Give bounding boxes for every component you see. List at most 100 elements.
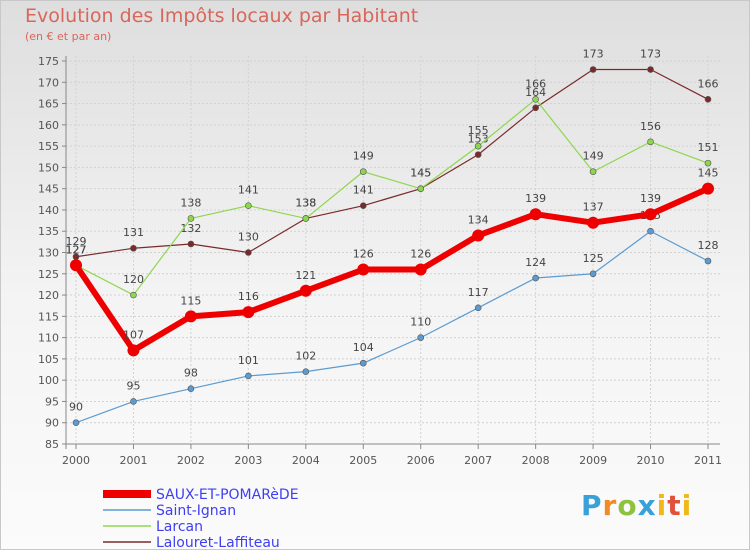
data-point <box>70 259 82 272</box>
data-label: 151 <box>698 141 719 154</box>
data-point <box>647 138 654 146</box>
data-label: 166 <box>525 77 546 90</box>
series-line-3 <box>75 68 709 258</box>
data-point <box>704 159 712 167</box>
series-line-2 <box>75 98 709 296</box>
data-point <box>414 263 427 276</box>
data-point <box>644 208 657 221</box>
data-point <box>417 334 425 341</box>
data-point <box>704 96 712 103</box>
data-point <box>532 104 539 112</box>
data-label: 166 <box>698 77 719 90</box>
data-point <box>589 168 597 175</box>
data-label: 155 <box>468 124 489 137</box>
data-label: 145 <box>410 167 431 180</box>
data-label: 107 <box>123 328 144 341</box>
x-tick-label: 2002 <box>177 454 205 467</box>
data-point <box>302 215 310 222</box>
data-label: 104 <box>353 341 374 354</box>
data-label: 127 <box>66 243 87 256</box>
data-label: 121 <box>295 269 316 282</box>
y-tick-label: 120 <box>38 289 59 302</box>
data-label: 125 <box>583 252 604 265</box>
data-label: 115 <box>180 294 201 307</box>
data-label: 138 <box>180 196 201 209</box>
data-point <box>357 263 370 276</box>
y-tick-label: 125 <box>38 268 59 281</box>
data-point <box>359 202 367 209</box>
data-label: 98 <box>184 367 198 380</box>
data-label: 139 <box>640 192 661 205</box>
x-tick-label: 2008 <box>522 454 550 467</box>
data-label: 128 <box>698 239 719 252</box>
data-label: 139 <box>525 192 546 205</box>
y-tick-label: 175 <box>38 55 59 68</box>
legend-label: Larcan <box>156 519 203 535</box>
data-label: 110 <box>410 316 431 329</box>
data-label: 145 <box>698 167 719 180</box>
proxiti-logo: Proxiti <box>581 489 693 522</box>
data-point <box>302 368 310 375</box>
data-label: 127 <box>66 243 87 256</box>
series-line-0 <box>73 185 710 354</box>
data-label: 149 <box>583 150 604 163</box>
data-point <box>127 344 140 357</box>
data-point <box>587 216 600 229</box>
y-tick-label: 130 <box>38 247 59 260</box>
x-tick-label: 2003 <box>234 454 262 467</box>
y-tick-label: 150 <box>38 161 59 174</box>
data-label: 145 <box>410 167 431 180</box>
data-point <box>474 142 482 150</box>
data-label: 116 <box>238 290 259 303</box>
data-label: 124 <box>525 256 546 269</box>
chart-title: Evolution des Impôts locaux par Habitant <box>25 5 419 27</box>
x-tick-label: 2005 <box>349 454 377 467</box>
x-tick-label: 2011 <box>694 454 722 467</box>
y-tick-label: 105 <box>38 353 59 366</box>
data-label: 126 <box>353 248 374 261</box>
data-point <box>472 229 485 242</box>
data-label: 95 <box>126 379 140 392</box>
data-point <box>529 208 542 221</box>
data-label: 141 <box>238 184 259 197</box>
data-point <box>130 291 137 299</box>
data-label: 138 <box>295 196 316 209</box>
legend-label: SAUX-ET-POMARèDE <box>156 487 299 503</box>
data-point <box>647 66 654 73</box>
data-point <box>474 304 482 312</box>
chart-subtitle: (en € et par an) <box>25 30 112 43</box>
data-label: 173 <box>640 48 661 61</box>
y-tick-label: 165 <box>38 98 59 111</box>
x-tick-label: 2004 <box>292 454 320 467</box>
data-point <box>245 202 252 209</box>
data-point <box>474 151 482 158</box>
series-line-1 <box>75 230 709 424</box>
data-point <box>130 244 137 252</box>
data-point <box>299 284 312 297</box>
legend-label: Lalouret-Laffiteau <box>156 535 280 549</box>
data-label: 126 <box>410 248 431 261</box>
y-tick-label: 145 <box>38 183 59 196</box>
data-label: 138 <box>295 196 316 209</box>
y-tick-label: 135 <box>38 225 59 238</box>
data-label: 130 <box>238 231 259 244</box>
data-point <box>242 306 255 319</box>
data-point <box>532 274 539 282</box>
y-tick-label: 85 <box>45 438 59 451</box>
data-label: 141 <box>353 184 374 197</box>
data-point <box>532 96 539 103</box>
y-tick-label: 140 <box>38 204 59 217</box>
data-label: 129 <box>66 235 87 248</box>
data-point <box>187 240 195 248</box>
data-label: 137 <box>583 201 604 214</box>
data-label: 131 <box>123 226 144 239</box>
x-tick-label: 2007 <box>464 454 492 467</box>
data-label: 156 <box>640 120 661 133</box>
data-point <box>130 398 137 405</box>
y-tick-label: 90 <box>45 417 59 430</box>
data-label: 117 <box>468 286 489 299</box>
data-label: 149 <box>353 150 374 163</box>
y-tick-label: 155 <box>38 140 59 153</box>
